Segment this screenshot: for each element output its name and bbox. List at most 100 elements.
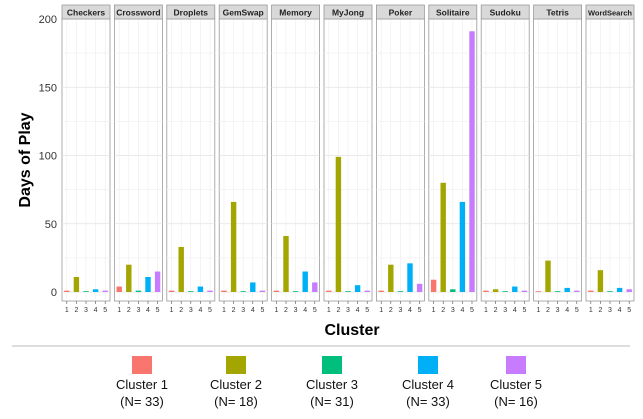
x-tick-label: 5 (575, 307, 579, 314)
legend-swatch (506, 356, 526, 374)
facet-title: Memory (279, 8, 312, 18)
y-axis-title: Days of Play (17, 112, 34, 207)
bar (126, 264, 132, 292)
bar (469, 31, 475, 292)
x-tick-label: 4 (408, 307, 412, 314)
facet-strip (218, 4, 268, 20)
bar (312, 282, 318, 292)
x-tick-label: 1 (327, 307, 331, 314)
x-tick-label: 5 (208, 307, 212, 314)
x-tick-label: 2 (389, 307, 393, 314)
bar (574, 290, 580, 292)
facet-strip (585, 4, 635, 20)
bar (292, 291, 299, 292)
legend-count: (N= 33) (406, 394, 450, 409)
facet-title: Droplets (174, 8, 209, 18)
x-axis-title: Cluster (324, 322, 379, 339)
x-tick-label: 5 (470, 307, 474, 314)
x-tick-label: 4 (198, 307, 202, 314)
y-tick-label: 50 (45, 219, 57, 231)
x-tick-label: 3 (84, 307, 88, 314)
facet-title: WordSearch (588, 9, 632, 18)
bar (64, 290, 70, 292)
bar (564, 287, 570, 292)
bar (502, 291, 508, 292)
bar (168, 290, 175, 292)
x-tick-label: 5 (260, 307, 264, 314)
legend-label: Cluster 2 (210, 377, 262, 392)
x-tick-label: 1 (222, 307, 226, 314)
y-tick-label: 0 (51, 287, 57, 299)
x-tick-label: 5 (418, 307, 422, 314)
bar (521, 290, 528, 292)
facet-title: MyJong (332, 8, 364, 18)
x-tick-label: 5 (103, 307, 107, 314)
facet-title: Poker (389, 8, 413, 18)
facet-strip (166, 4, 216, 20)
x-tick-label: 4 (460, 307, 464, 314)
facet-strip (480, 4, 530, 20)
facet-title: Crossword (116, 8, 160, 18)
x-tick-label: 3 (136, 307, 140, 314)
legend-swatch (322, 356, 342, 374)
bar (492, 289, 499, 292)
bar (335, 156, 342, 292)
bar (483, 290, 489, 292)
x-tick-label: 2 (284, 307, 288, 314)
bar (259, 290, 266, 292)
facet-strip (533, 4, 582, 20)
legend-swatch (132, 356, 152, 374)
y-tick-label: 100 (39, 151, 57, 163)
bar (616, 287, 623, 292)
legend-swatch (226, 356, 246, 374)
legend-count: (N= 33) (120, 394, 164, 409)
bar (588, 290, 594, 292)
bar (178, 246, 184, 292)
x-tick-label: 2 (494, 307, 498, 314)
legend-label: Cluster 4 (402, 377, 454, 392)
x-tick-label: 1 (432, 307, 436, 314)
facet-strip (271, 4, 321, 20)
x-tick-label: 3 (241, 307, 245, 314)
bar (221, 290, 227, 292)
bar (154, 271, 161, 292)
bar (554, 291, 561, 292)
bar (283, 236, 289, 292)
x-tick-label: 2 (336, 307, 340, 314)
bar (607, 291, 613, 292)
bar (240, 291, 246, 292)
bar (416, 283, 423, 292)
x-tick-label: 4 (356, 307, 360, 314)
bar (83, 291, 89, 292)
x-tick-label: 3 (189, 307, 193, 314)
x-tick-label: 2 (232, 307, 236, 314)
x-tick-label: 2 (127, 307, 131, 314)
legend-count: (N= 16) (494, 394, 538, 409)
bar (440, 182, 446, 292)
facet-strip (375, 4, 425, 20)
x-tick-label: 2 (179, 307, 183, 314)
x-tick-label: 5 (522, 307, 526, 314)
x-tick-label: 1 (379, 307, 383, 314)
bar (73, 276, 80, 292)
bar (407, 263, 413, 292)
facet-strip (428, 4, 478, 20)
x-tick-label: 4 (303, 307, 307, 314)
x-tick-label: 4 (146, 307, 150, 314)
x-tick-label: 1 (274, 307, 278, 314)
y-tick-label: 150 (39, 82, 57, 94)
x-tick-label: 3 (608, 307, 612, 314)
facet-strip (114, 4, 163, 20)
bar (450, 289, 456, 292)
x-tick-label: 4 (513, 307, 517, 314)
legend-label: Cluster 5 (490, 377, 542, 392)
x-tick-label: 5 (365, 307, 369, 314)
bar (345, 291, 351, 292)
x-tick-label: 2 (598, 307, 602, 314)
x-tick-label: 2 (546, 307, 550, 314)
x-tick-label: 4 (94, 307, 98, 314)
x-tick-label: 2 (74, 307, 78, 314)
x-tick-label: 3 (556, 307, 560, 314)
bar (207, 290, 213, 292)
